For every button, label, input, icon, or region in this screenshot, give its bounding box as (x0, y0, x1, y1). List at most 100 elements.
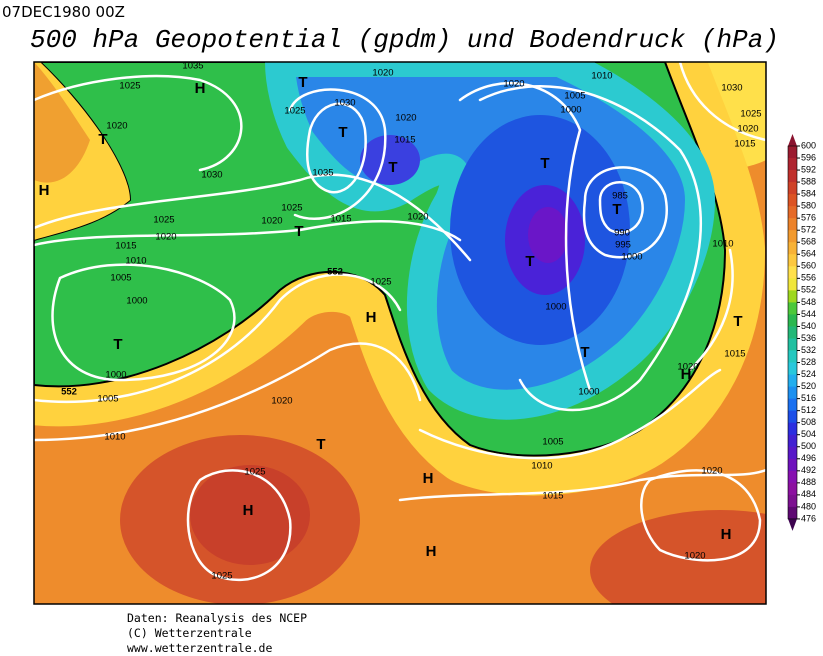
pressure-center: H (681, 366, 692, 383)
isobar-label: 1030 (201, 170, 222, 181)
colorbar-label: 588 (801, 176, 816, 186)
colorbar-swatch (788, 338, 797, 351)
colorbar-swatch (788, 434, 797, 448)
pressure-center: T (540, 155, 549, 172)
isobar-label: 1010 (125, 256, 146, 267)
colorbar-swatch (788, 458, 797, 472)
isobar-label: 1020 (155, 232, 176, 243)
colorbar-label: 576 (801, 213, 816, 223)
height-label: 552 (327, 267, 343, 278)
pressure-center: H (426, 543, 437, 560)
isobar-label: 1010 (591, 71, 612, 82)
isobar (458, 81, 592, 392)
pressure-center: H (721, 526, 732, 543)
isobar (688, 248, 734, 372)
colorbar-label: 504 (801, 429, 816, 439)
pressure-center: T (98, 131, 107, 148)
colorbar-label: 500 (801, 441, 816, 451)
colorbar-swatch (788, 242, 797, 255)
isobar (34, 220, 462, 247)
isobar-label: 1025 (119, 81, 140, 92)
isobar-label: 1015 (394, 135, 415, 146)
colorbar-swatch (788, 386, 797, 400)
isobar-label: 1025 (740, 109, 761, 120)
pressure-center: T (733, 313, 742, 330)
colorbar-swatch (788, 410, 797, 424)
orange-corner (34, 62, 90, 183)
pressure-center: T (580, 344, 589, 361)
isobar-label: 1000 (545, 302, 566, 313)
isobar-label: 1005 (97, 394, 118, 405)
colorbar-label: 568 (801, 237, 816, 247)
isobar-label: 1025 (284, 106, 305, 117)
warm-core (190, 465, 310, 565)
colorbar-label: 572 (801, 225, 816, 235)
colorbar-swatch (788, 482, 797, 496)
colorbar-swatch (788, 254, 797, 267)
pressure-center: T (525, 253, 534, 270)
colorbar-label: 520 (801, 381, 816, 391)
pressure-center: H (243, 502, 254, 519)
isobar-label: 1010 (712, 239, 733, 250)
colorbar-swatch (788, 146, 797, 159)
colorbar-label: 528 (801, 357, 816, 367)
colorbar-swatch (788, 266, 797, 279)
pressure-center: T (113, 336, 122, 353)
colorbar-label: 512 (801, 405, 816, 415)
isobar (186, 469, 292, 582)
isobar-label: 1020 (503, 79, 524, 90)
colorbar-swatch (788, 158, 797, 171)
isobar (478, 84, 703, 412)
cold-core (528, 207, 568, 263)
colorbar-swatch (788, 290, 797, 303)
colorbar-label: 552 (801, 285, 816, 295)
isobar (398, 468, 766, 502)
colorbar-label: 580 (801, 201, 816, 211)
colorbar-label: 592 (801, 164, 816, 174)
colorbar-label: 560 (801, 261, 816, 271)
isobar-label: 1000 (126, 296, 147, 307)
colorbar-swatch (788, 182, 797, 195)
isobar-label: 1020 (106, 121, 127, 132)
isobar (34, 74, 243, 172)
colorbar-label: 524 (801, 369, 816, 379)
isobar (34, 273, 402, 404)
isobar (640, 469, 762, 562)
pressure-center: H (423, 470, 434, 487)
colorbar-label: 536 (801, 333, 816, 343)
colorbar-swatch (788, 470, 797, 484)
isobar-label: 1015 (734, 139, 755, 150)
isobar (51, 263, 236, 382)
isobar-label: 1020 (271, 396, 292, 407)
colorbar-label: 584 (801, 188, 816, 198)
colorbar-swatch (788, 194, 797, 207)
isobar-label: 1000 (105, 370, 126, 381)
isobar-label: 1025 (153, 215, 174, 226)
colorbar-swatch (788, 218, 797, 231)
isobar-label: 1030 (334, 98, 355, 109)
isobar-label: 1005 (564, 91, 585, 102)
pressure-center: T (298, 74, 307, 91)
isobar (288, 88, 387, 220)
isobar-label: 1010 (104, 432, 125, 443)
pressure-center: H (366, 309, 377, 326)
colorbar-label: 484 (801, 489, 816, 499)
colorbar-label: 564 (801, 249, 816, 259)
colorbar-swatch (788, 170, 797, 183)
colorbar-swatch (788, 362, 797, 375)
isobar-label: 1035 (312, 168, 333, 179)
isobar-label: 1025 (244, 467, 265, 478)
isobar (598, 181, 644, 234)
isobar-label: 1015 (115, 241, 136, 252)
isobar-label: 1030 (721, 83, 742, 94)
title: 500 hPa Geopotential (gpdm) und Bodendru… (30, 25, 779, 55)
isobar-label: 1015 (542, 491, 563, 502)
pressure-center: T (388, 159, 397, 176)
date-label: 07DEC1980 00Z (2, 3, 125, 21)
isobar-label: 1025 (211, 571, 232, 582)
isobar-label: 1025 (370, 277, 391, 288)
isobar-label: 1015 (330, 214, 351, 225)
colorbar-label: 476 (801, 513, 816, 523)
colorbar-swatch (788, 206, 797, 219)
